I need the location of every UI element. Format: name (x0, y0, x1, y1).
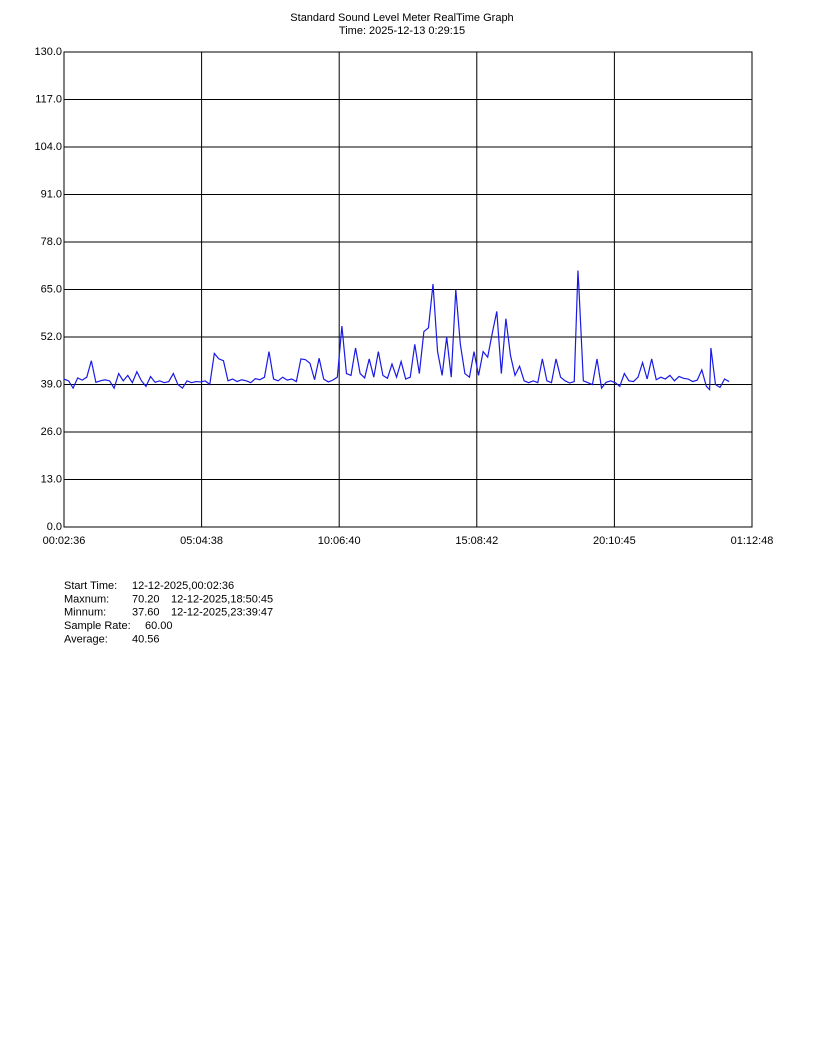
stat-label: Maxnum: (64, 593, 109, 605)
stat-value: 40.56 (132, 634, 160, 646)
x-tick-label: 00:02:36 (43, 535, 86, 547)
stat-label: Minnum: (64, 607, 106, 619)
y-tick-label: 65.0 (41, 283, 62, 295)
stat-time: 12-12-2025,18:50:45 (171, 593, 273, 605)
y-tick-label: 104.0 (34, 141, 62, 153)
y-tick-label: 52.0 (41, 331, 62, 343)
stat-label: Sample Rate: (64, 620, 131, 632)
x-tick-label: 10:06:40 (318, 535, 361, 547)
x-tick-label: 01:12:48 (731, 535, 774, 547)
stat-label: Average: (64, 634, 108, 646)
y-tick-label: 0.0 (47, 521, 62, 533)
x-tick-label: 20:10:45 (593, 535, 636, 547)
y-tick-label: 130.0 (34, 46, 62, 58)
y-tick-label: 39.0 (41, 378, 62, 390)
chart-title: Standard Sound Level Meter RealTime Grap… (290, 12, 513, 24)
stat-value: 70.20 (132, 593, 160, 605)
x-tick-label: 15:08:42 (455, 535, 498, 547)
stat-value: 37.60 (132, 607, 160, 619)
stat-label: Start Time: (64, 580, 117, 592)
stat-value: 60.00 (145, 620, 173, 632)
y-tick-label: 117.0 (35, 93, 62, 105)
chart-subtitle: Time: 2025-12-13 0:29:15 (339, 25, 465, 37)
data-line (63, 270, 730, 392)
y-tick-label: 91.0 (41, 188, 62, 200)
x-tick-label: 05:04:38 (180, 535, 223, 547)
y-tick-label: 78.0 (41, 236, 62, 248)
y-tick-label: 13.0 (41, 473, 62, 485)
y-tick-label: 26.0 (41, 426, 62, 438)
stat-value: 12-12-2025,00:02:36 (132, 580, 234, 592)
stat-time: 12-12-2025,23:39:47 (171, 607, 273, 619)
